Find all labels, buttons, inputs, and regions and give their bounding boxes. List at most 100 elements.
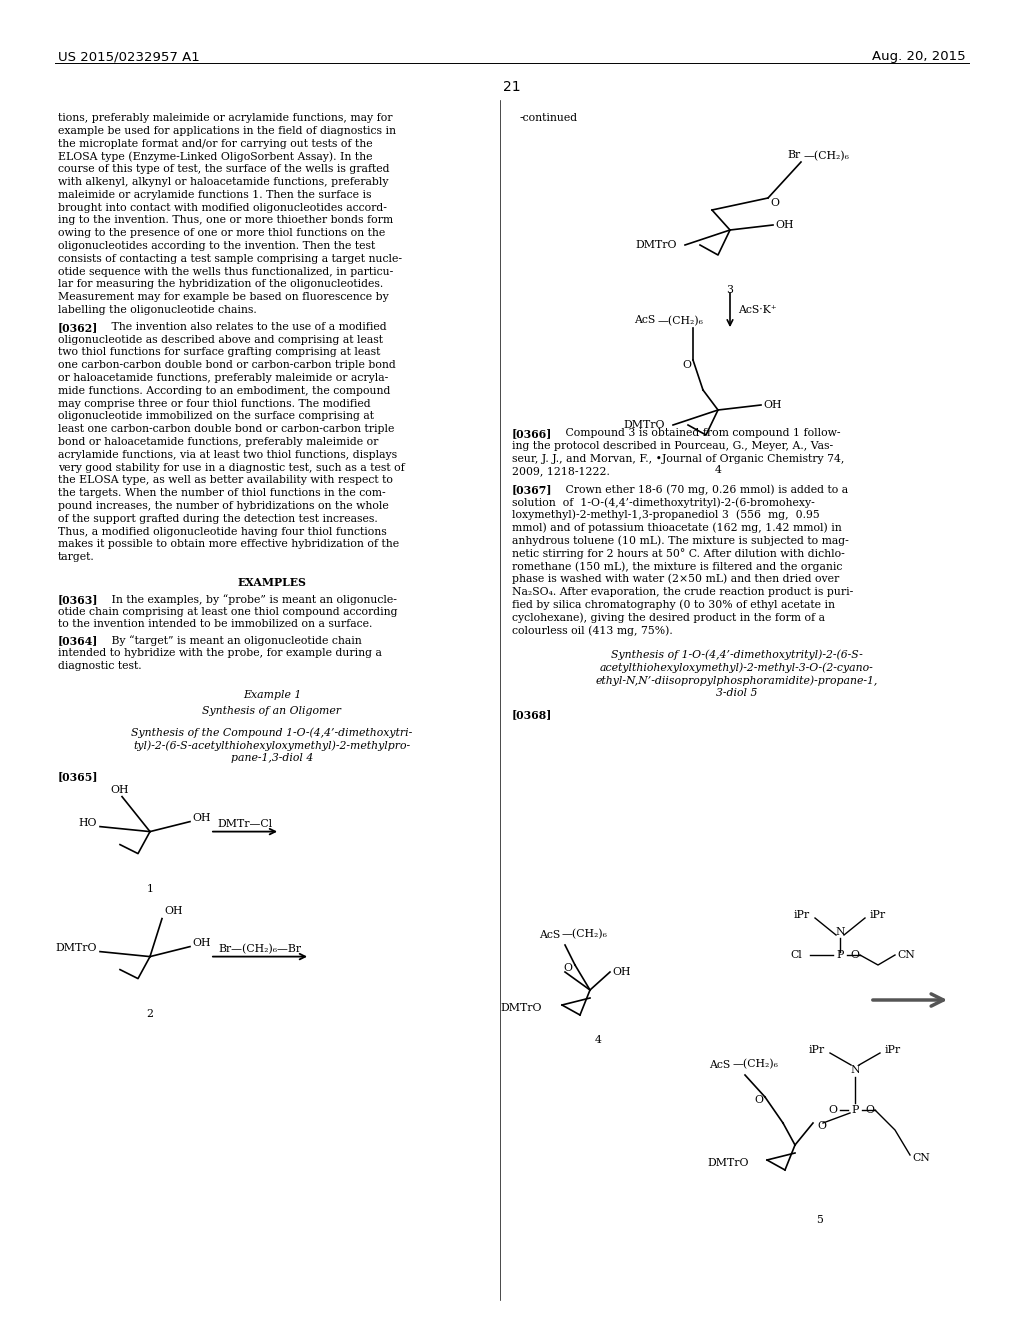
Text: 3: 3 [726,285,733,294]
Text: otide chain comprising at least one thiol compound according: otide chain comprising at least one thio… [58,607,397,616]
Text: iPr: iPr [809,1045,825,1055]
Text: O: O [682,360,691,370]
Text: acetylthiohexyloxymethyl)-2-methyl-3-O-(2-cyano-: acetylthiohexyloxymethyl)-2-methyl-3-O-(… [600,663,873,673]
Text: example be used for applications in the field of diagnostics in: example be used for applications in the … [58,125,396,136]
Text: The invention also relates to the use of a modified: The invention also relates to the use of… [101,322,387,331]
Text: of the support grafted during the detection test increases.: of the support grafted during the detect… [58,513,378,524]
Text: [0368]: [0368] [512,709,552,719]
Text: Br—(CH₂)₆—Br: Br—(CH₂)₆—Br [218,944,301,954]
Text: loxymethyl)-2-methyl-1,3-propanediol 3  (556  mg,  0.95: loxymethyl)-2-methyl-1,3-propanediol 3 (… [512,510,820,520]
Text: 21: 21 [503,81,521,94]
Text: Synthesis of an Oligomer: Synthesis of an Oligomer [203,706,341,717]
Text: one carbon-carbon double bond or carbon-carbon triple bond: one carbon-carbon double bond or carbon-… [58,360,395,370]
Text: AcS: AcS [634,315,655,325]
Text: OH: OH [612,968,631,977]
Text: intended to hybridize with the probe, for example during a: intended to hybridize with the probe, fo… [58,648,382,657]
Text: N: N [836,927,845,937]
Text: two thiol functions for surface grafting comprising at least: two thiol functions for surface grafting… [58,347,380,358]
Text: [0363]: [0363] [58,594,98,605]
Text: OH: OH [763,400,781,411]
Text: Measurement may for example be based on fluorescence by: Measurement may for example be based on … [58,292,389,302]
Text: the ELOSA type, as well as better availability with respect to: the ELOSA type, as well as better availa… [58,475,393,486]
Text: —(CH₂)₆: —(CH₂)₆ [658,315,703,326]
Text: cyclohexane), giving the desired product in the form of a: cyclohexane), giving the desired product… [512,612,825,623]
Text: netic stirring for 2 hours at 50° C. After dilution with dichlo-: netic stirring for 2 hours at 50° C. Aft… [512,548,845,560]
Text: Cl: Cl [791,950,802,960]
Text: AcS: AcS [539,931,560,940]
Text: [0362]: [0362] [58,322,98,333]
Text: Crown ether 18-6 (70 mg, 0.26 mmol) is added to a: Crown ether 18-6 (70 mg, 0.26 mmol) is a… [555,484,848,495]
Text: very good stability for use in a diagnostic test, such as a test of: very good stability for use in a diagnos… [58,462,404,473]
Text: Compound 3 is obtained from compound 1 follow-: Compound 3 is obtained from compound 1 f… [555,428,841,438]
Text: owing to the presence of one or more thiol functions on the: owing to the presence of one or more thi… [58,228,385,238]
Text: P: P [851,1105,859,1115]
Text: target.: target. [58,552,95,562]
Text: lar for measuring the hybridization of the oligonucleotides.: lar for measuring the hybridization of t… [58,280,383,289]
Text: bond or haloacetamide functions, preferably maleimide or: bond or haloacetamide functions, prefera… [58,437,379,447]
Text: oligonucleotide as described above and comprising at least: oligonucleotide as described above and c… [58,334,383,345]
Text: O: O [865,1105,874,1115]
Text: mmol) and of potassium thioacetate (162 mg, 1.42 mmol) in: mmol) and of potassium thioacetate (162 … [512,523,842,533]
Text: or haloacetamide functions, preferably maleimide or acryla-: or haloacetamide functions, preferably m… [58,374,388,383]
Text: DMTrO: DMTrO [707,1158,749,1168]
Text: —(CH₂)₆: —(CH₂)₆ [804,150,850,161]
Text: solution  of  1-O-(4,4’-dimethoxytrityl)-2-(6-bromohexy-: solution of 1-O-(4,4’-dimethoxytrityl)-2… [512,498,815,508]
Text: 2009, 1218-1222.: 2009, 1218-1222. [512,466,610,477]
Text: CN: CN [897,950,914,960]
Text: [0367]: [0367] [512,484,553,495]
Text: DMTrO: DMTrO [635,240,677,249]
Text: acrylamide functions, via at least two thiol functions, displays: acrylamide functions, via at least two t… [58,450,397,459]
Text: CN: CN [912,1152,930,1163]
Text: OH: OH [164,906,182,916]
Text: HO: HO [79,817,97,828]
Text: 4: 4 [595,1035,602,1045]
Text: EXAMPLES: EXAMPLES [238,577,306,587]
Text: tyl)-2-(6-S-acetylthiohexyloxymethyl)-2-methylpro-: tyl)-2-(6-S-acetylthiohexyloxymethyl)-2-… [133,741,411,751]
Text: Thus, a modified oligonucleotide having four thiol functions: Thus, a modified oligonucleotide having … [58,527,387,537]
Text: ing the protocol described in Pourceau, G., Meyer, A., Vas-: ing the protocol described in Pourceau, … [512,441,834,451]
Text: 1: 1 [146,883,154,894]
Text: 5: 5 [816,1214,823,1225]
Text: iPr: iPr [794,909,810,920]
Text: Synthesis of the Compound 1-O-(4,4’-dimethoxytri-: Synthesis of the Compound 1-O-(4,4’-dime… [131,727,413,738]
Text: pound increases, the number of hybridizations on the whole: pound increases, the number of hybridiza… [58,502,389,511]
Text: OH: OH [193,937,211,948]
Text: makes it possible to obtain more effective hybridization of the: makes it possible to obtain more effecti… [58,540,399,549]
Text: [0364]: [0364] [58,635,98,647]
Text: AcS·K⁺: AcS·K⁺ [738,305,776,315]
Text: diagnostic test.: diagnostic test. [58,661,141,671]
Text: OH: OH [193,813,211,822]
Text: OH: OH [775,220,794,230]
Text: phase is washed with water (2×50 mL) and then dried over: phase is washed with water (2×50 mL) and… [512,574,840,585]
Text: otide sequence with the wells thus functionalized, in particu-: otide sequence with the wells thus funct… [58,267,393,277]
Text: [0366]: [0366] [512,428,552,440]
Text: US 2015/0232957 A1: US 2015/0232957 A1 [58,50,200,63]
Text: OH: OH [111,784,129,795]
Text: O: O [850,950,859,960]
Text: may comprise three or four thiol functions. The modified: may comprise three or four thiol functio… [58,399,371,409]
Text: O: O [754,1096,763,1105]
Text: labelling the oligonucleotide chains.: labelling the oligonucleotide chains. [58,305,257,315]
Text: DMTr—Cl: DMTr—Cl [217,818,272,829]
Text: —(CH₂)₆: —(CH₂)₆ [562,929,608,939]
Text: AcS: AcS [709,1060,730,1071]
Text: brought into contact with modified oligonucleotides accord-: brought into contact with modified oligo… [58,202,387,213]
Text: ethyl-N,N’-diisopropylphosphoramidite)-propane-1,: ethyl-N,N’-diisopropylphosphoramidite)-p… [596,676,879,686]
Text: O: O [770,198,779,209]
Text: O: O [563,964,572,973]
Text: least one carbon-carbon double bond or carbon-carbon triple: least one carbon-carbon double bond or c… [58,424,394,434]
Text: —(CH₂)₆: —(CH₂)₆ [733,1059,779,1069]
Text: Aug. 20, 2015: Aug. 20, 2015 [872,50,966,63]
Text: ELOSA type (Enzyme-Linked OligoSorbent Assay). In the: ELOSA type (Enzyme-Linked OligoSorbent A… [58,152,373,162]
Text: course of this type of test, the surface of the wells is grafted: course of this type of test, the surface… [58,164,389,174]
Text: In the examples, by “probe” is meant an oligonucle-: In the examples, by “probe” is meant an … [101,594,397,605]
Text: [0365]: [0365] [58,772,98,783]
Text: iPr: iPr [870,909,886,920]
Text: P: P [837,950,844,960]
Text: Na₂SO₄. After evaporation, the crude reaction product is puri-: Na₂SO₄. After evaporation, the crude rea… [512,586,853,597]
Text: DMTrO: DMTrO [623,420,665,430]
Text: Example 1: Example 1 [243,689,301,700]
Text: ing to the invention. Thus, one or more thioether bonds form: ing to the invention. Thus, one or more … [58,215,393,226]
Text: the microplate format and/or for carrying out tests of the: the microplate format and/or for carryin… [58,139,373,149]
Text: O: O [817,1121,826,1131]
